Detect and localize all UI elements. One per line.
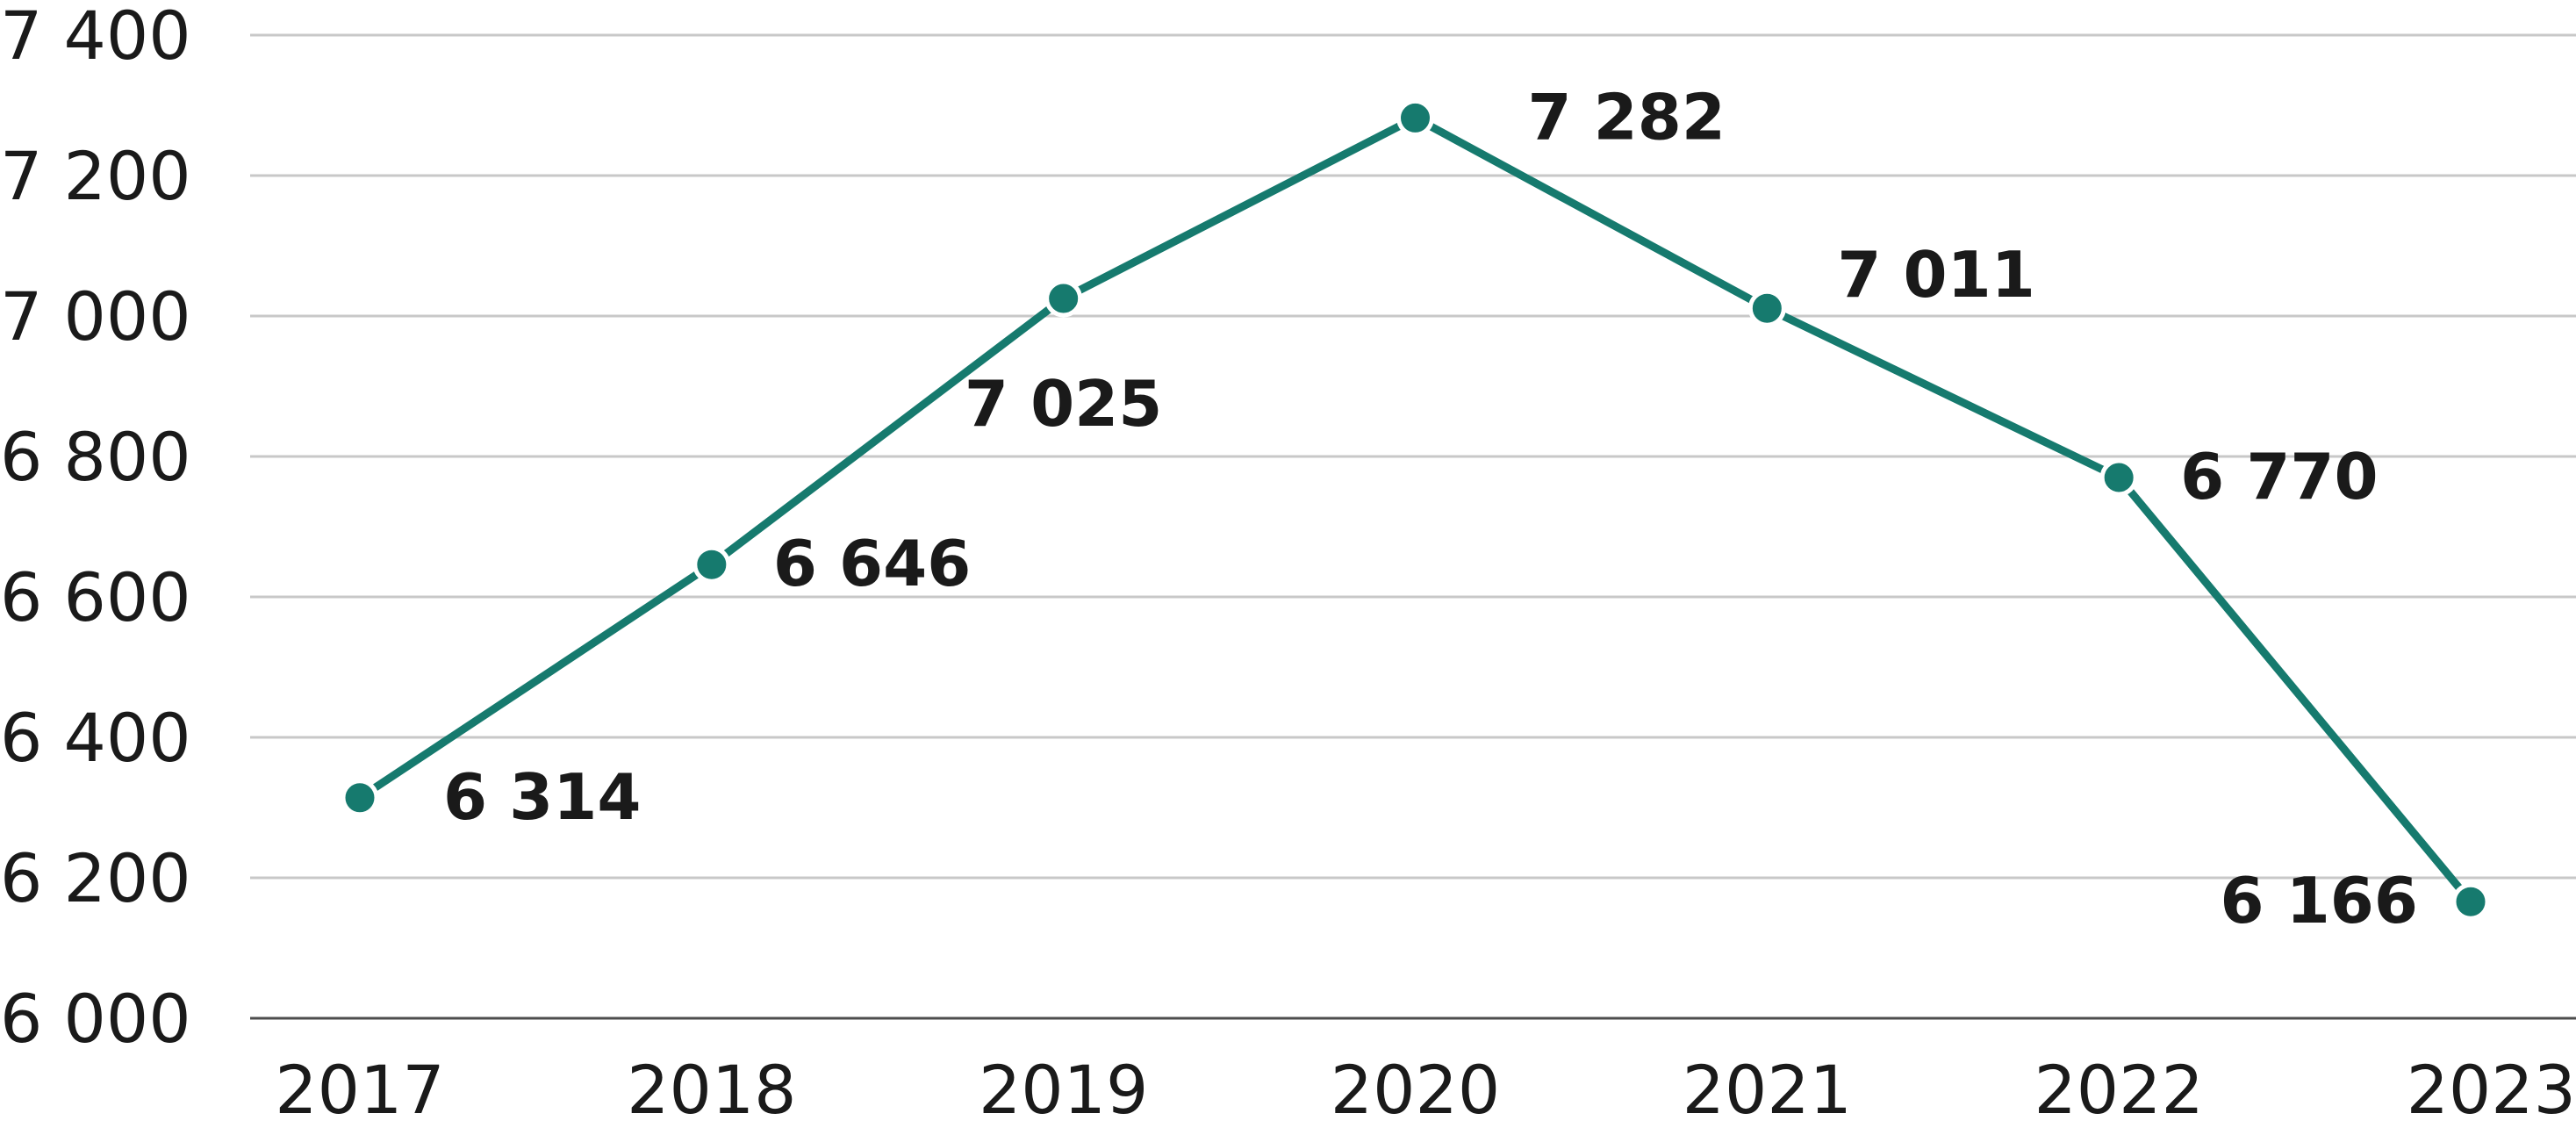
x-tick-label-2020: 2020 — [1331, 1051, 1500, 1129]
data-label-2023: 6 166 — [2221, 864, 2418, 937]
y-tick-label-6000: 6 000 — [0, 980, 191, 1058]
data-points — [341, 98, 2490, 921]
data-label-2020: 7 282 — [1528, 80, 1726, 154]
data-label-2019: 7 025 — [965, 367, 1162, 441]
data-labels: 6 314 6 646 7 025 7 282 7 011 6 770 6 166 — [443, 80, 2418, 937]
y-tick-label-6200: 6 200 — [0, 839, 191, 917]
data-point-2023 — [2451, 882, 2490, 921]
x-tick-label-2021: 2021 — [1683, 1051, 1852, 1129]
series-line-group — [355, 113, 2475, 906]
data-label-2021: 7 011 — [1837, 238, 2034, 312]
data-point-2018 — [692, 545, 731, 584]
y-tick-label-6800: 6 800 — [0, 418, 191, 496]
data-point-2017 — [341, 779, 379, 817]
data-label-2022: 6 770 — [2180, 440, 2378, 514]
data-label-2018: 6 646 — [773, 527, 971, 600]
y-tick-label-6600: 6 600 — [0, 558, 191, 636]
y-tick-label-7400: 7 400 — [0, 0, 191, 75]
x-tick-label-2017: 2017 — [275, 1051, 444, 1129]
y-axis-tick-labels: 6 000 6 200 6 400 6 600 6 800 7 000 7 200 7 400 — [0, 0, 191, 1058]
y-tick-label-7000: 7 000 — [0, 277, 191, 356]
x-tick-label-2019: 2019 — [979, 1051, 1148, 1129]
gridlines — [250, 33, 2576, 880]
data-point-2021 — [1747, 289, 1786, 327]
data-point-2022 — [2099, 458, 2138, 497]
data-label-2017: 6 314 — [443, 760, 641, 834]
data-point-2020 — [1396, 98, 1434, 137]
series-line — [355, 113, 2475, 906]
x-axis-tick-labels: 2017 2018 2019 2020 2021 2022 2023 — [275, 1051, 2576, 1129]
data-point-2019 — [1044, 279, 1083, 318]
x-tick-label-2022: 2022 — [2034, 1051, 2203, 1129]
y-tick-label-6400: 6 400 — [0, 699, 191, 777]
y-tick-label-7200: 7 200 — [0, 137, 191, 215]
x-tick-label-2018: 2018 — [627, 1051, 796, 1129]
x-tick-label-2023: 2023 — [2407, 1051, 2576, 1129]
